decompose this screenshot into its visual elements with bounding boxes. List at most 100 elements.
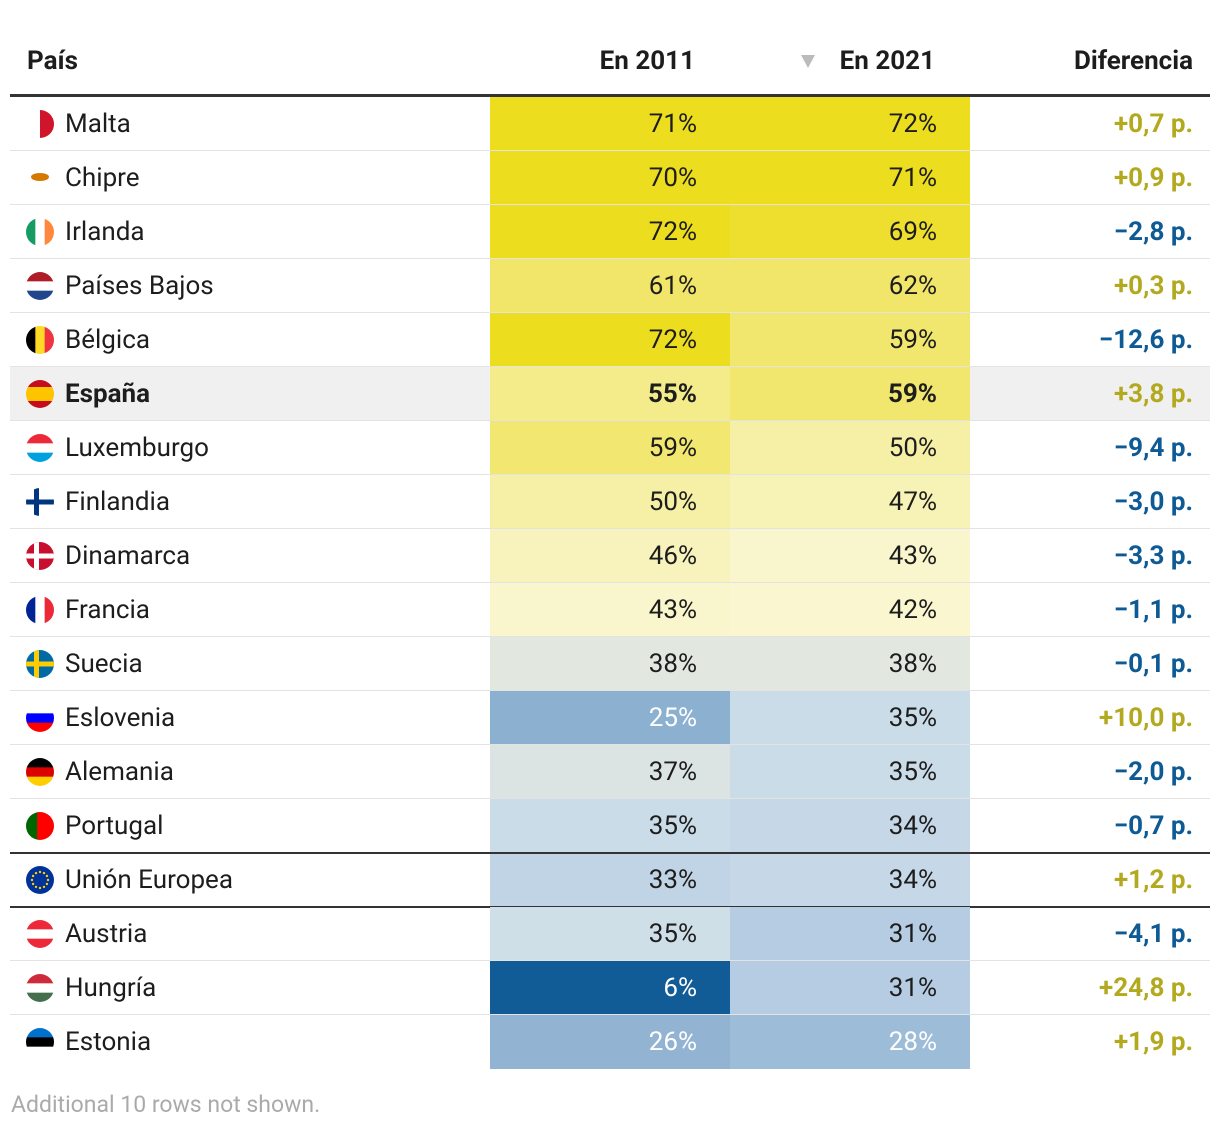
- flag-star: [45, 874, 49, 878]
- flag-stripe: [44, 218, 54, 246]
- cell-2021-bg: [730, 259, 970, 313]
- country-name: Eslovenia: [65, 703, 175, 733]
- value-2011: 59%: [649, 433, 697, 463]
- value-2021: 34%: [889, 865, 937, 895]
- difference: −12,6 p.: [1099, 325, 1193, 355]
- flag: [26, 704, 54, 732]
- value-2021: 47%: [889, 487, 937, 517]
- cell-2011-bg: [490, 259, 730, 313]
- flag-stripe: [26, 776, 54, 786]
- value-2011: 61%: [649, 271, 697, 301]
- flag: [26, 380, 54, 408]
- value-2021: 62%: [889, 271, 937, 301]
- flag-stripe: [26, 983, 54, 994]
- flag-stripe: [35, 326, 46, 354]
- value-2021: 31%: [889, 919, 937, 949]
- difference: −0,1 p.: [1114, 649, 1193, 679]
- flag-stripe: [26, 281, 54, 292]
- flag-stripe: [42, 812, 49, 840]
- flag: [26, 650, 54, 678]
- row-rule: [10, 366, 1210, 367]
- group-rule: [10, 852, 1210, 854]
- cell-2011-bg: [490, 529, 730, 583]
- row-rule: [10, 528, 1210, 529]
- table-row: Dinamarca 46% 43% −3,3 p.: [10, 529, 1210, 583]
- flag: [26, 1028, 54, 1056]
- cell-2021-bg: [730, 529, 970, 583]
- row-rule: [10, 798, 1210, 799]
- value-2021: 72%: [889, 109, 937, 139]
- flag-bg: [26, 866, 54, 894]
- cell-2021-bg: [730, 151, 970, 205]
- difference: +0,3 p.: [1114, 271, 1193, 301]
- value-2011: 35%: [649, 811, 697, 841]
- difference: +10,0 p.: [1099, 703, 1193, 733]
- country-name: Portugal: [65, 811, 163, 841]
- value-2021: 38%: [889, 649, 937, 679]
- cell-2011-bg: [490, 637, 730, 691]
- cell-2011-bg: [490, 313, 730, 367]
- header-2011: En 2011: [600, 46, 695, 76]
- difference: +0,9 p.: [1114, 163, 1193, 193]
- row-rule: [10, 960, 1210, 961]
- flag-cross: [26, 661, 54, 667]
- flag: [26, 110, 54, 138]
- row-rule: [10, 636, 1210, 637]
- header-2021[interactable]: En 2021: [840, 46, 935, 76]
- country-name: Austria: [65, 919, 147, 949]
- country-name: Unión Europea: [65, 865, 233, 895]
- flag-star: [30, 878, 34, 882]
- row-rule: [10, 312, 1210, 313]
- flag-stripe: [26, 920, 54, 930]
- row-rule: [10, 474, 1210, 475]
- difference: −0,7 p.: [1114, 811, 1193, 841]
- flag: [26, 974, 54, 1002]
- country-name: Bélgica: [65, 325, 150, 355]
- value-2021: 42%: [889, 595, 937, 625]
- flag-stripe: [26, 387, 54, 395]
- value-2011: 72%: [649, 325, 697, 355]
- flag-star: [42, 871, 46, 875]
- country-name: Luxemburgo: [65, 433, 209, 463]
- cell-2021-bg: [730, 421, 970, 475]
- flag: [26, 758, 54, 786]
- cell-2011-bg: [490, 853, 730, 907]
- row-rule: [10, 1014, 1210, 1015]
- flag: [26, 542, 54, 570]
- value-2021: 59%: [889, 325, 937, 355]
- cell-2011-bg: [490, 205, 730, 259]
- flag-stripe: [26, 1037, 54, 1048]
- value-2021: 35%: [889, 703, 937, 733]
- flag-stripe: [26, 992, 54, 1002]
- flag: [26, 272, 54, 300]
- flag-stripe: [26, 443, 54, 454]
- cell-2011-bg: [490, 745, 730, 799]
- value-2011: 50%: [649, 487, 697, 517]
- table-row: Hungría 6% 31% +24,8 p.: [10, 961, 1210, 1015]
- flag-stripe: [37, 812, 44, 840]
- value-2011: 35%: [649, 919, 697, 949]
- row-rule: [10, 582, 1210, 583]
- flag-stripe: [26, 722, 54, 732]
- value-2021: 69%: [889, 217, 937, 247]
- cell-2021-bg: [730, 799, 970, 853]
- table-row: Finlandia 50% 47% −3,0 p.: [10, 475, 1210, 529]
- value-2011: 43%: [649, 595, 697, 625]
- flag: [26, 488, 54, 516]
- cell-2011-bg: [490, 691, 730, 745]
- difference: +0,7 p.: [1114, 109, 1193, 139]
- flag-emblem: [31, 173, 49, 181]
- flag-star: [38, 886, 42, 890]
- row-rule: [10, 258, 1210, 259]
- flag-stripe: [26, 812, 33, 840]
- difference: +1,2 p.: [1114, 865, 1193, 895]
- table-row: Francia 43% 42% −1,1 p.: [10, 583, 1210, 637]
- value-2011: 55%: [648, 379, 697, 409]
- flag: [26, 920, 54, 948]
- value-2021: 59%: [888, 379, 937, 409]
- sort-icon[interactable]: [801, 55, 815, 68]
- flag-stripe: [26, 380, 54, 388]
- flag-stripe: [26, 767, 54, 778]
- table-row: Luxemburgo 59% 50% −9,4 p.: [10, 421, 1210, 475]
- flag-stripe: [31, 812, 38, 840]
